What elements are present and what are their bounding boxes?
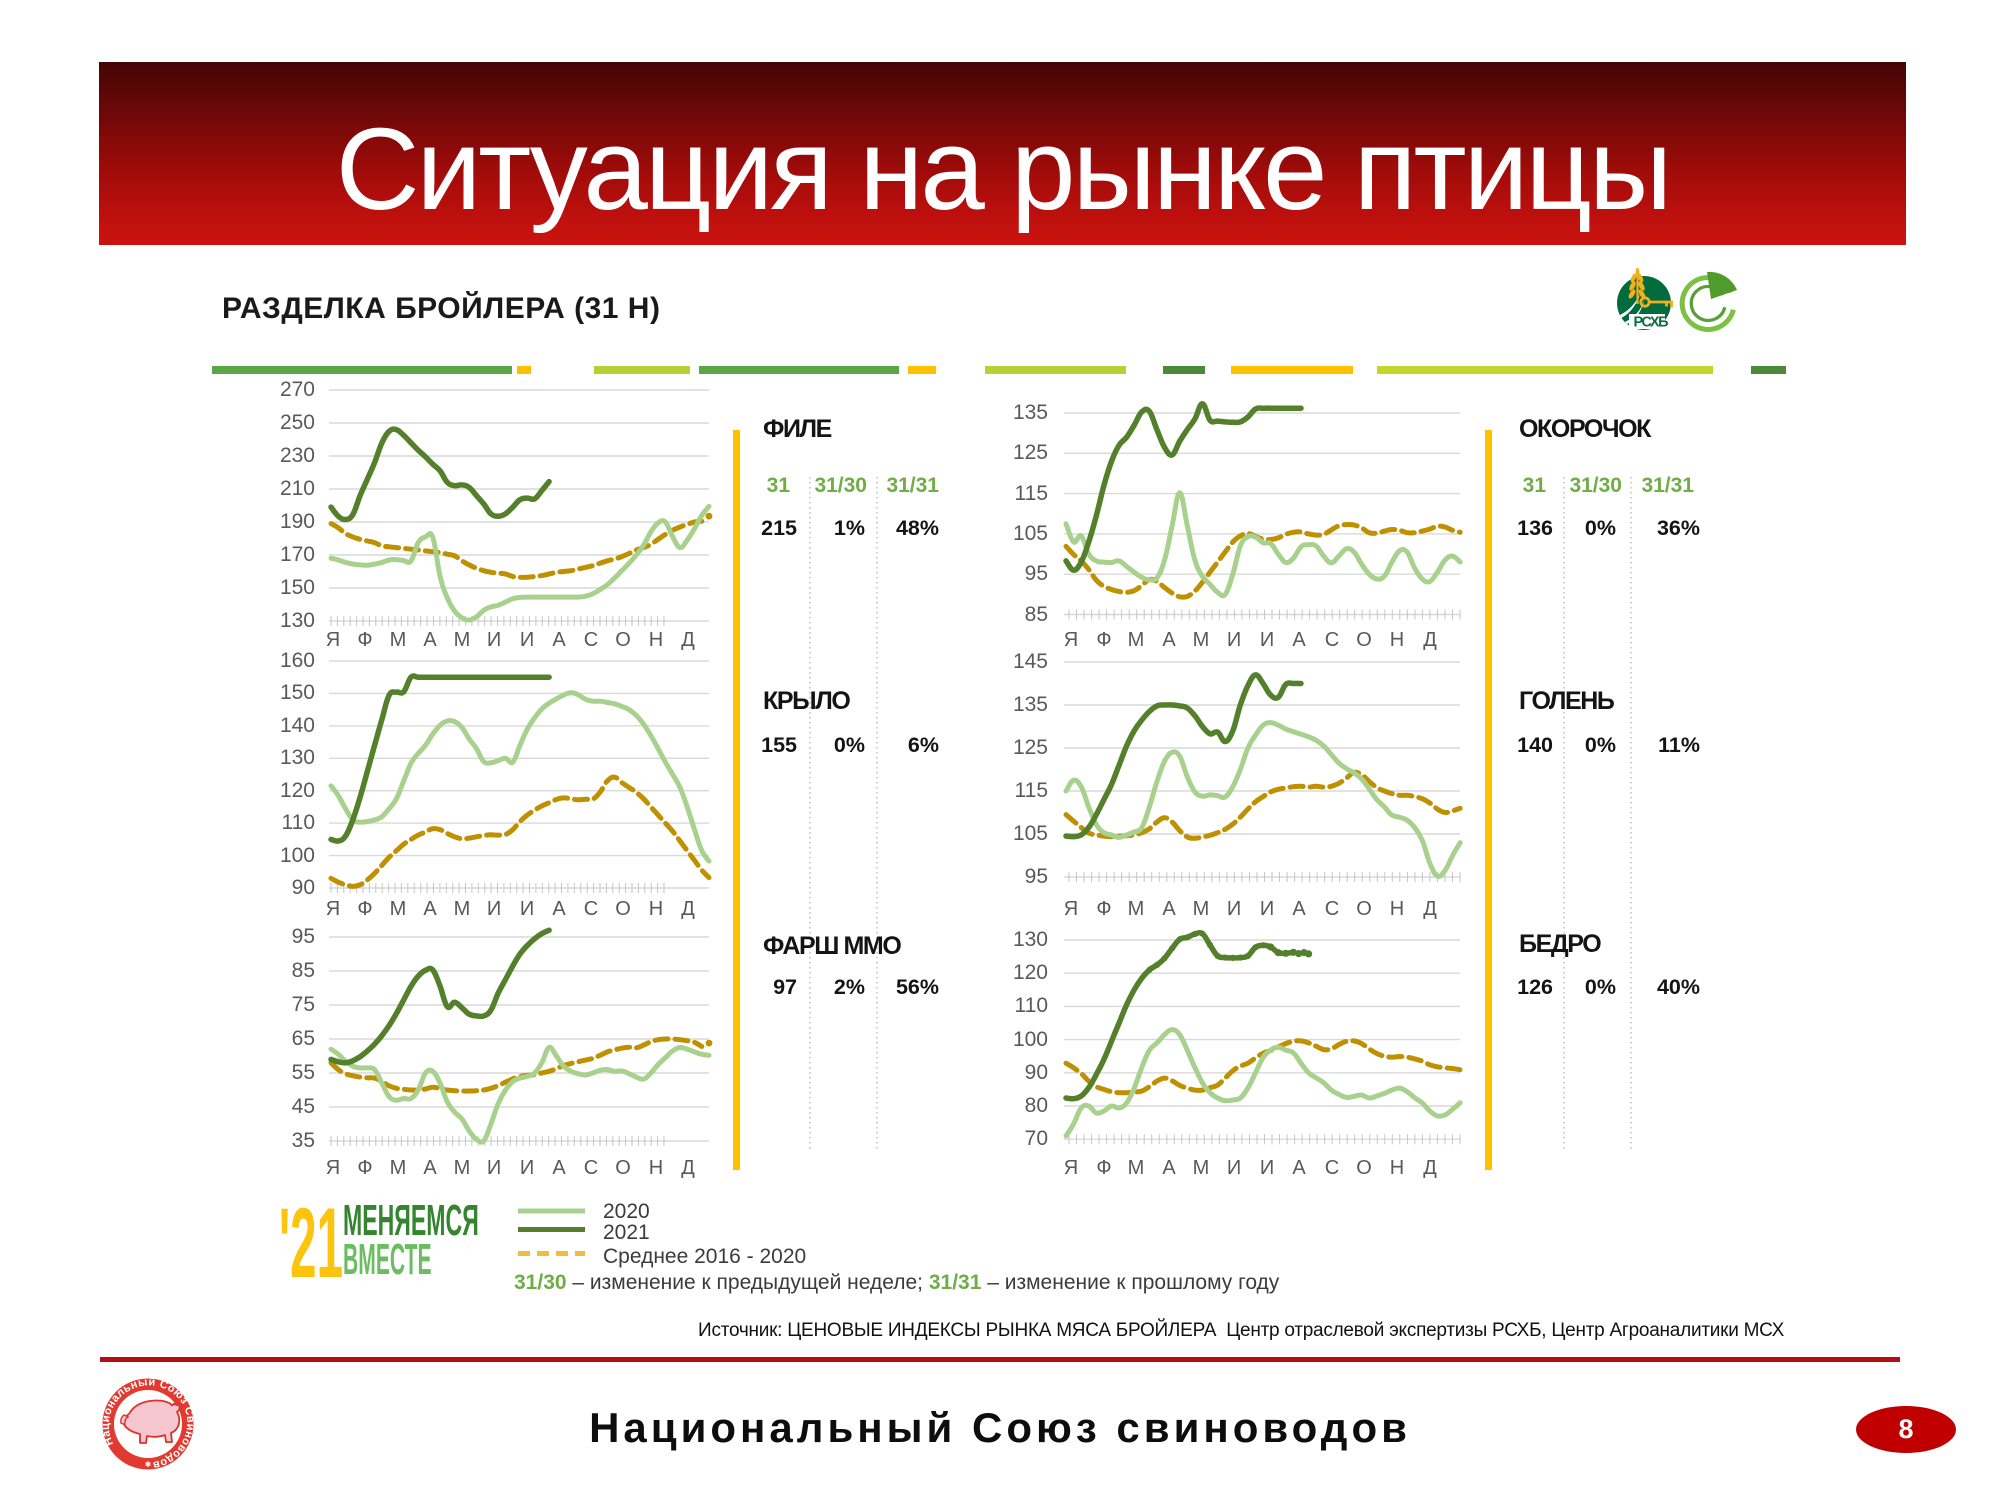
svg-text:ВМЕСТЕ: ВМЕСТЕ [343, 1236, 432, 1284]
svg-text:МЕНЯЕМСЯ: МЕНЯЕМСЯ [343, 1200, 479, 1245]
svg-text:✱: ✱ [145, 1460, 152, 1469]
svg-text:'21: '21 [279, 1200, 343, 1299]
svg-text:РСХБ: РСХБ [1634, 315, 1669, 331]
